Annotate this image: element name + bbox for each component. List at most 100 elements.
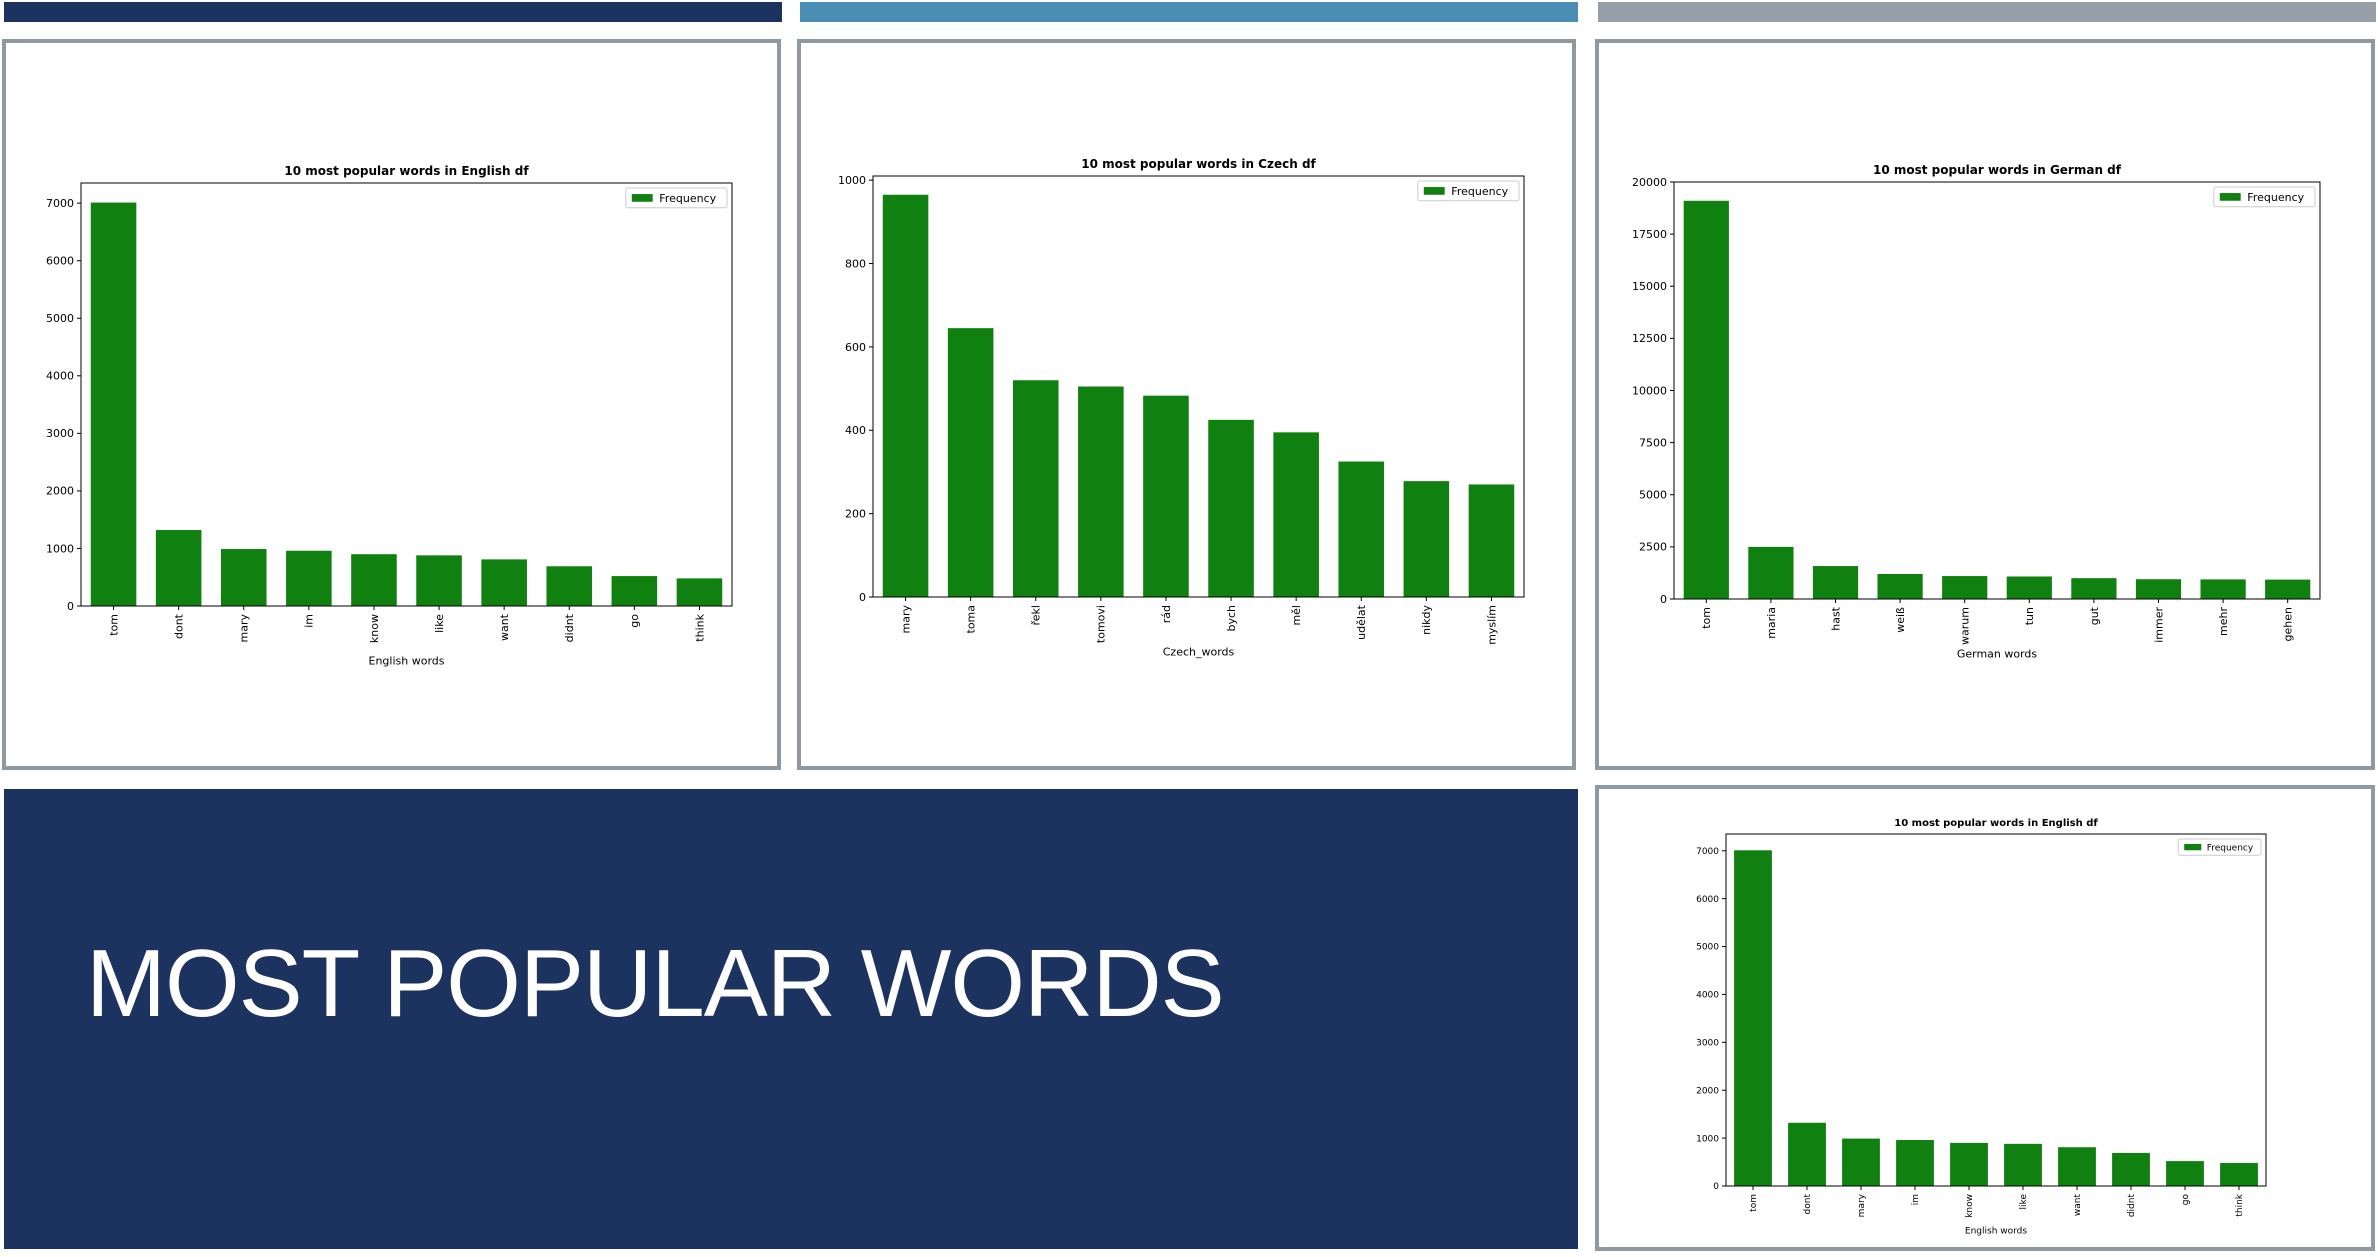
chart-0-bar-tom: [90, 202, 137, 606]
chart-2-bar-gut: [2071, 578, 2117, 599]
english-bar-chart: 10 most popular words in English df 0 1000…: [46, 164, 733, 667]
chart-3-bar-want: [2058, 1147, 2096, 1186]
chart-2-xtick-label: tom: [1700, 607, 1713, 629]
chart-3-xtick-label: like: [2019, 1194, 2029, 1210]
chart-3-xtick-label: didnt: [2127, 1194, 2137, 1218]
chart-1-bar-udělat: [1338, 461, 1385, 597]
chart-0-legend-box: [625, 187, 728, 209]
chart-0-xtick-label: want: [498, 613, 511, 641]
chart-2-xtick-label: hast: [1829, 606, 1842, 630]
chart-2-ytick-label: 7500: [1639, 436, 1667, 449]
chart-2-legend-box: [2213, 186, 2316, 208]
chart-3-xtick-label: want: [2073, 1194, 2083, 1217]
chart-1-ytick-label: 1000: [838, 174, 866, 187]
chart-2-ytick-label: 2500: [1639, 541, 1667, 554]
chart-0-legend-label: Frequency: [659, 192, 716, 205]
chart-3-xtick-label: im: [1911, 1194, 1921, 1205]
chart-0-ytick-label: 4000: [46, 370, 74, 383]
chart-1-xtick-label: bych: [1225, 605, 1238, 632]
chart-0-ytick-label: 6000: [46, 255, 74, 268]
chart-2-xtick-label: mehr: [2217, 607, 2230, 636]
chart-1-xtick-label: tomovi: [1095, 605, 1108, 643]
chart-1-bar-měl: [1273, 432, 1319, 597]
chart-3-ytick-label: 1000: [1696, 1134, 1719, 1144]
chart-0-ytick-label: 5000: [46, 312, 74, 325]
chart-3-xtick-label: go: [2181, 1194, 2191, 1206]
chart-0-xtick-label: go: [628, 614, 641, 628]
chart-2-axes-frame: [1673, 181, 2321, 600]
chart-2-xtick-label: tun: [2023, 607, 2036, 625]
chart-3-xtick-label: tom: [1749, 1194, 1759, 1212]
chart-2-title: 10 most popular words in German df: [1873, 163, 2122, 177]
chart-1-ytick-label: 200: [845, 507, 866, 520]
chart-2-legend-swatch: [2219, 193, 2241, 201]
chart-1-xtick-label: rád: [1160, 605, 1173, 623]
chart-3-legend-label: Frequency: [2207, 843, 2254, 853]
chart-2-bar-hast: [1812, 566, 1859, 599]
chart-1-bar-tomovi: [1078, 386, 1124, 597]
chart-panel-english-small: 10 most popular words in English df 0 1000…: [1595, 785, 2375, 1251]
chart-3-bar-mary: [1842, 1138, 1880, 1186]
chart-3-xtick-label: dont: [1803, 1194, 1813, 1215]
chart-3-bar-tom: [1734, 850, 1772, 1186]
chart-2-bar-tun: [2006, 576, 2052, 599]
chart-2-xtick-label: immer: [2152, 607, 2165, 643]
slide-title: MOST POPULAR WORDS: [86, 930, 1225, 1037]
chart-0-bar-think: [676, 578, 723, 606]
chart-3-ytick-label: 7000: [1696, 847, 1719, 857]
chart-0-bar-didnt: [546, 566, 593, 606]
german-bar-chart: 10 most popular words in German df 0 2500 5…: [1632, 163, 2321, 660]
chart-2-ytick-label: 20000: [1632, 176, 1667, 189]
chart-3-bar-like: [2004, 1143, 2042, 1186]
chart-2-bar-immer: [2135, 579, 2182, 599]
chart-1-bar-rád: [1143, 395, 1189, 597]
chart-2-xtick-label: gut: [2088, 606, 2101, 625]
chart-1-bar-toma: [947, 328, 994, 597]
chart-0-xtick-label: think: [693, 613, 706, 641]
chart-3-bar-think: [2220, 1163, 2258, 1186]
chart-0-bar-im: [286, 550, 332, 606]
chart-1-bar-bych: [1208, 419, 1254, 597]
chart-3-xlabel: English words: [1965, 1227, 2027, 1237]
chart-3-legend-box: [2177, 838, 2262, 856]
chart-0-bar-mary: [220, 549, 267, 606]
chart-3-xtick-label: mary: [1857, 1193, 1867, 1217]
title-block: MOST POPULAR WORDS: [4, 789, 1578, 1249]
chart-2-ytick-label: 12500: [1632, 332, 1667, 345]
chart-1-xtick-label: udělat: [1355, 604, 1368, 640]
chart-1-bar-nikdy: [1403, 481, 1450, 597]
chart-3-bar-didnt: [2112, 1152, 2150, 1186]
chart-1-bar-mary: [882, 194, 929, 597]
chart-0-xtick-label: know: [368, 614, 381, 643]
chart-3-axes-frame: [1725, 833, 2267, 1187]
chart-3-ytick-label: 3000: [1696, 1038, 1719, 1048]
english-bar-chart-small: 10 most popular words in English df 0 1000…: [1696, 818, 2267, 1237]
chart-2-bar-mehr: [2200, 579, 2246, 599]
chart-3-ytick-label: 6000: [1696, 895, 1719, 905]
chart-0-axes-frame: [80, 182, 733, 607]
top-strip-gray: [1598, 2, 2376, 22]
chart-0-bar-want: [481, 559, 527, 606]
chart-0-xtick-label: tom: [107, 614, 120, 636]
top-strip-navy: [4, 2, 782, 22]
top-strip-blue: [800, 2, 1578, 22]
chart-0-bar-like: [416, 555, 462, 606]
chart-0-xtick-label: mary: [238, 614, 251, 643]
chart-2-xtick-label: warum: [1959, 607, 1972, 645]
chart-2-ytick-label: 5000: [1639, 489, 1667, 502]
chart-1-xtick-label: myslím: [1485, 605, 1498, 645]
chart-1-legend-label: Frequency: [1451, 185, 1508, 198]
chart-3-ytick-label: 0: [1713, 1182, 1719, 1192]
chart-1-xtick-label: řekl: [1030, 605, 1043, 625]
chart-3-bar-know: [1950, 1142, 1988, 1186]
chart-2-bar-tom: [1683, 200, 1729, 599]
chart-0-xtick-label: im: [303, 614, 316, 628]
chart-2-bar-maria: [1748, 546, 1794, 599]
chart-0-bar-dont: [155, 530, 202, 606]
chart-3-legend-swatch: [2184, 843, 2202, 851]
chart-2-xlabel: German words: [1957, 647, 2038, 660]
chart-3-bar-go: [2166, 1161, 2204, 1186]
chart-0-title: 10 most popular words in English df: [284, 164, 529, 178]
chart-0-xtick-label: dont: [173, 613, 186, 639]
chart-2-bar-gehen: [2265, 579, 2311, 599]
